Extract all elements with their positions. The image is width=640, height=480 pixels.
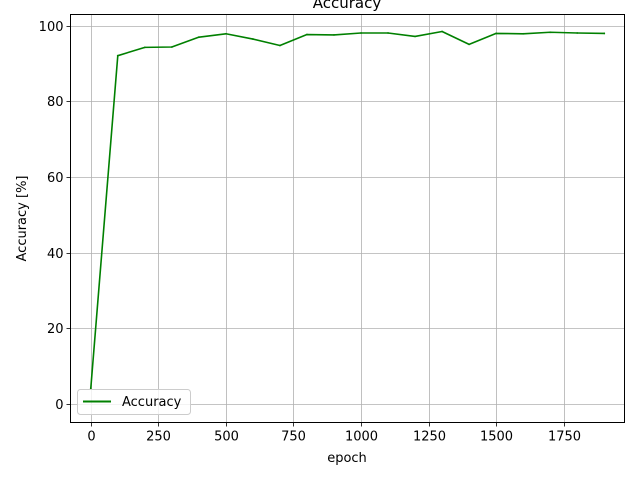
- data-point: [576, 32, 579, 34]
- data-point: [549, 31, 552, 34]
- y-tick-label: 20: [47, 322, 64, 337]
- y-tick-label: 60: [47, 171, 64, 186]
- chart-title: Accuracy: [313, 0, 382, 12]
- ticks: 0 250 500 750 1000 1250 1500 1750 0 20 40 60 80 100: [39, 20, 581, 445]
- data-point: [143, 46, 146, 49]
- x-tick-label: 500: [214, 430, 239, 445]
- x-tick-label: 250: [146, 430, 171, 445]
- series-line-accuracy: [89, 30, 606, 390]
- series-layer: [89, 30, 606, 390]
- data-point: [279, 44, 281, 47]
- y-tick-label: 100: [39, 20, 64, 35]
- x-tick-label: 750: [281, 430, 306, 445]
- data-point: [441, 30, 443, 33]
- x-tick-label: 1000: [345, 430, 378, 445]
- x-tick-label: 1750: [548, 430, 581, 445]
- data-point: [333, 34, 335, 36]
- x-tick-label: 1250: [413, 430, 446, 445]
- plot-frame: [70, 14, 625, 423]
- data-point: [603, 32, 606, 35]
- y-tick-label: 80: [47, 95, 64, 110]
- data-point: [360, 32, 362, 34]
- data-point: [495, 32, 498, 35]
- data-point: [116, 54, 119, 57]
- data-point: [170, 46, 173, 48]
- data-point: [414, 35, 416, 38]
- legend: Accuracy: [77, 389, 191, 415]
- data-point: [197, 36, 200, 39]
- legend-label: Accuracy: [122, 395, 182, 410]
- y-tick-label: 40: [47, 247, 64, 262]
- data-point: [522, 32, 525, 35]
- data-point: [306, 33, 308, 36]
- x-axis-label: epoch: [327, 451, 367, 466]
- y-axis-label: Accuracy [%]: [15, 176, 30, 262]
- y-tick-label: 0: [55, 398, 63, 413]
- data-point: [468, 43, 471, 46]
- data-point: [252, 38, 254, 40]
- data-point: [387, 32, 389, 34]
- data-point: [224, 32, 227, 35]
- x-tick-label: 1500: [480, 430, 513, 445]
- legend-box: [77, 389, 191, 415]
- x-tick-label: 0: [87, 430, 95, 445]
- data-point: [89, 387, 92, 390]
